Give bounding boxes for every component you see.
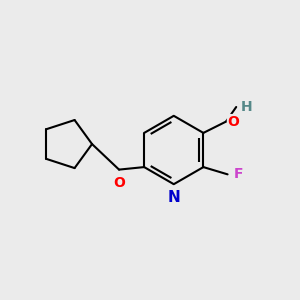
Text: H: H — [241, 100, 252, 114]
Text: F: F — [234, 167, 244, 181]
Text: O: O — [113, 176, 125, 190]
Text: O: O — [227, 115, 239, 129]
Text: N: N — [167, 190, 180, 205]
